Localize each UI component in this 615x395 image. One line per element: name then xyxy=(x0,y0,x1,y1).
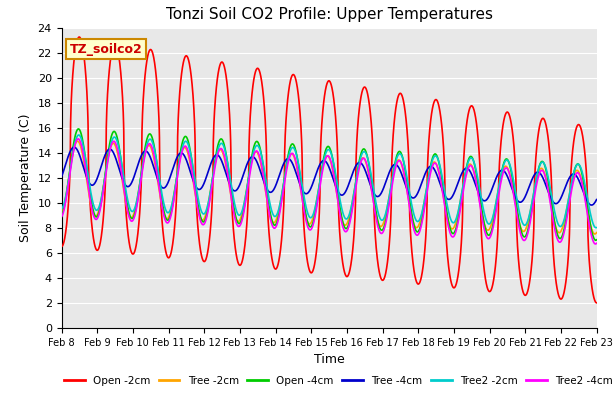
X-axis label: Time: Time xyxy=(314,353,344,366)
Title: Tonzi Soil CO2 Profile: Upper Temperatures: Tonzi Soil CO2 Profile: Upper Temperatur… xyxy=(165,8,493,22)
Legend: Open -2cm, Tree -2cm, Open -4cm, Tree -4cm, Tree2 -2cm, Tree2 -4cm: Open -2cm, Tree -2cm, Open -4cm, Tree -4… xyxy=(60,371,615,390)
Y-axis label: Soil Temperature (C): Soil Temperature (C) xyxy=(19,113,32,242)
Text: TZ_soilco2: TZ_soilco2 xyxy=(69,43,142,56)
